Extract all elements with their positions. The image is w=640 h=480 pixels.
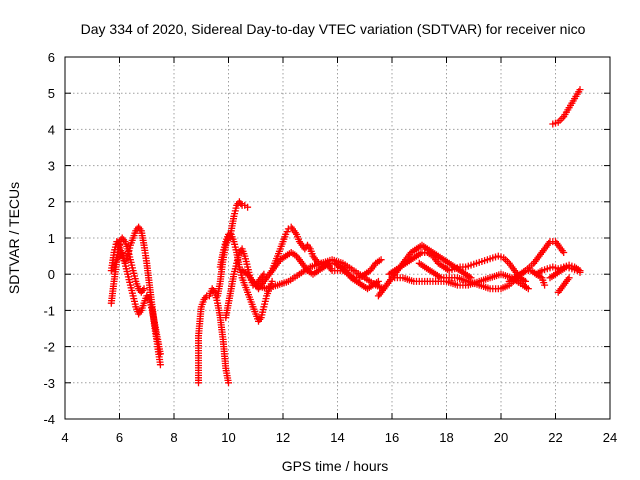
y-tick-label: 0 <box>48 267 55 282</box>
series-sat-q <box>546 263 584 282</box>
data-point <box>156 350 164 358</box>
series-sat-m <box>388 270 532 293</box>
data-point <box>576 268 584 276</box>
data-point <box>560 249 568 256</box>
x-axis-label: GPS time / hours <box>282 458 389 474</box>
x-tick-label: 12 <box>276 430 290 445</box>
chart-title: Day 334 of 2020, Sidereal Day-to-day VTE… <box>81 21 586 37</box>
x-tick-label: 24 <box>603 430 617 445</box>
data-point <box>576 86 584 94</box>
y-axis-label: SDTVAR / TECUs <box>6 182 22 294</box>
data-point <box>541 281 549 289</box>
data-point <box>565 274 573 282</box>
y-tick-label: 4 <box>48 122 55 137</box>
series-sat-l <box>385 249 529 285</box>
y-tick-label: 2 <box>48 195 55 210</box>
y-tick-label: 3 <box>48 159 55 174</box>
y-tick-label: 1 <box>48 231 55 246</box>
grid-layer <box>65 57 610 419</box>
y-tick-label: -3 <box>43 376 55 391</box>
data-point <box>374 277 382 285</box>
data-point <box>522 277 529 285</box>
plot-frame <box>64 56 611 420</box>
x-tick-label: 18 <box>439 430 453 445</box>
y-tick-label: -1 <box>43 303 55 318</box>
series-sat-h <box>268 223 385 282</box>
x-tick-label: 6 <box>116 430 123 445</box>
series-sat-n <box>415 238 568 293</box>
x-tick-label: 10 <box>221 430 235 445</box>
x-tick-label: 14 <box>330 430 344 445</box>
series-sat-c <box>110 249 164 358</box>
x-tick-label: 16 <box>385 430 399 445</box>
x-tick-label: 4 <box>61 430 68 445</box>
series-sat-s <box>549 86 584 128</box>
data-point <box>377 256 385 264</box>
x-tick-label: 22 <box>548 430 562 445</box>
x-tick-label: 8 <box>170 430 177 445</box>
series-sat-r <box>554 274 573 296</box>
series-sat-d <box>195 285 232 387</box>
data-point <box>156 361 164 369</box>
data-point <box>140 285 148 293</box>
data-points <box>107 86 584 387</box>
data-point <box>268 277 276 285</box>
y-tick-label: 6 <box>48 50 55 65</box>
y-tick-label: -4 <box>43 412 55 427</box>
y-tick-label: -2 <box>43 340 55 355</box>
data-point <box>524 285 532 293</box>
data-point <box>225 379 232 387</box>
x-tick-label: 20 <box>494 430 508 445</box>
y-tick-label: 5 <box>48 86 55 101</box>
data-point <box>244 203 252 211</box>
